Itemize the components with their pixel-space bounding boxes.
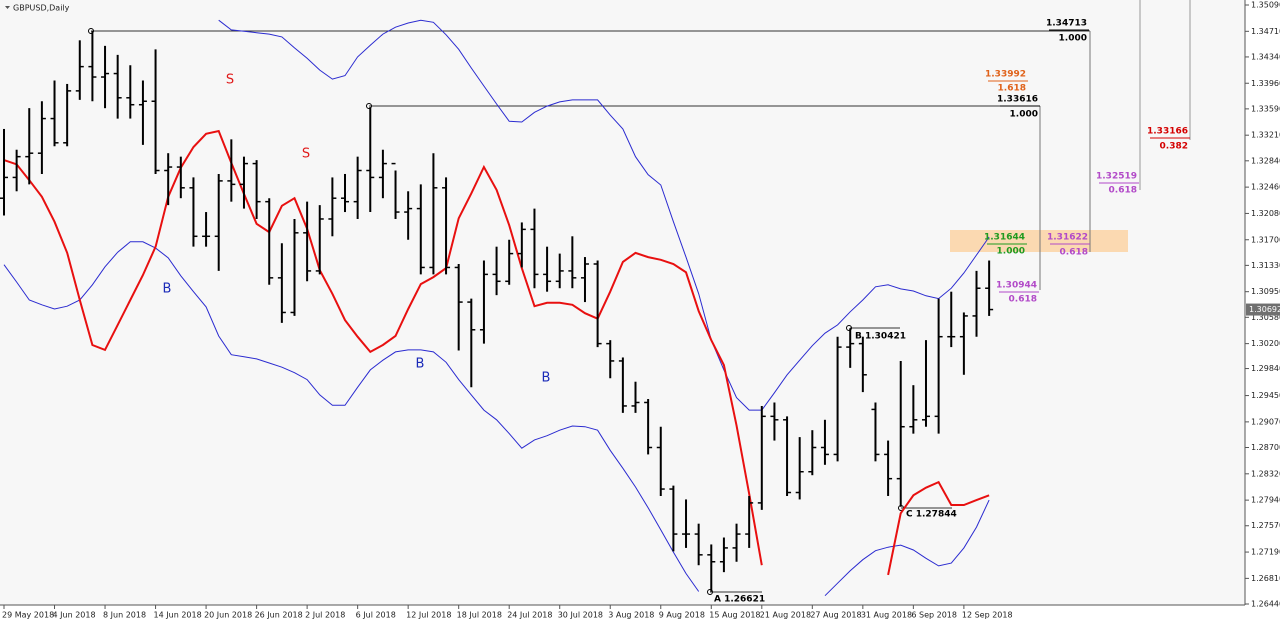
y-tick-label: 1.30200 [1251,339,1280,348]
fib-label: 1.000 [997,247,1025,257]
fib-label: 0.618 [1060,248,1088,258]
plot [0,19,994,597]
x-tick-label: 21 Aug 2018 [760,611,811,620]
x-tick-label: 31 Aug 2018 [861,611,912,620]
y-tick-label: 1.29840 [1251,364,1280,373]
x-tick-label: 12 Jul 2018 [406,611,451,620]
fib-lines [91,0,1191,593]
fib-label: 1.618 [998,84,1026,94]
y-tick-label: 1.31330 [1251,261,1280,270]
fib-label: C 1.27844 [906,510,957,520]
last-price-label: 1.30692 [1249,305,1280,314]
y-tick-label: 1.27940 [1251,496,1280,505]
y-tick-label: 1.29450 [1251,391,1280,400]
x-tick-label: 6 Jul 2018 [356,611,396,620]
fib-label: 1.33616 [997,95,1038,105]
fib-label: 1.31644 [984,233,1025,243]
indicator-line [218,19,990,411]
last-price-box [1246,303,1280,316]
x-tick-label: 6 Sep 2018 [911,611,957,620]
fib-label: 1.000 [1059,34,1087,44]
fib-label: 0.382 [1160,142,1188,152]
x-tick-label: 2 Jul 2018 [305,611,345,620]
y-tick-label: 1.29070 [1251,417,1280,426]
swing-point [366,103,372,109]
fib-zone [950,230,1128,252]
indicator-line [824,499,990,597]
fib-label: B 1.30421 [855,332,906,342]
y-tick-label: 1.34340 [1251,52,1280,61]
fib-label: 1.34713 [1046,19,1087,29]
fib-label: 1.31622 [1047,233,1088,243]
fib-label: 1.32519 [1096,172,1137,182]
y-tick-label: 1.34710 [1251,27,1280,36]
x-tick-label: 9 Aug 2018 [659,611,705,620]
fib-label: 1.000 [1010,110,1038,120]
x-tick-label: 15 Aug 2018 [709,611,760,620]
signal-label: B [416,357,425,372]
x-tick-label: 29 May 2018 [2,611,54,620]
plot-area [0,0,1245,605]
x-tick-label: 27 Aug 2018 [810,611,861,620]
fib-label: 0.618 [1109,186,1137,196]
y-tick-label: 1.26440 [1251,600,1280,609]
y-tick-label: 1.35090 [1251,1,1280,10]
x-tick-label: 8 Jun 2018 [103,611,146,620]
y-tick-label: 1.28700 [1251,443,1280,452]
y-tick-label: 1.30950 [1251,287,1280,296]
fib-label: 1.33166 [1147,127,1188,137]
y-tick-label: 1.33210 [1251,131,1280,140]
chart-title: GBPUSD,Daily [13,4,70,13]
x-tick-label: 18 Jul 2018 [457,611,502,620]
y-tick-label: 1.32080 [1251,209,1280,218]
swing-point [846,325,852,331]
indicator-line [3,129,763,566]
swing-point [707,589,713,595]
signal-label: S [226,73,234,88]
signal-label: S [302,147,310,162]
x-tick-label: 24 Jul 2018 [507,611,552,620]
x-tick-label: 14 Jun 2018 [154,611,202,620]
fib-label: 1.30944 [996,281,1037,291]
y-tick-label: 1.27190 [1251,548,1280,557]
y-tick-label: 1.33590 [1251,104,1280,113]
fib-label: 0.618 [1009,295,1037,305]
x-tick-label: 4 Jun 2018 [53,611,96,620]
fib-label: 1.33992 [985,70,1026,80]
signal-label: B [163,282,172,297]
fib-label: A 1.26621 [714,595,765,605]
title-icon [5,6,10,9]
indicator-line [887,480,990,576]
y-tick-label: 1.28320 [1251,469,1280,478]
x-tick-label: 12 Sep 2018 [962,611,1013,620]
signal-label: B [542,371,551,386]
y-tick-label: 1.32840 [1251,156,1280,165]
swing-point [88,28,94,34]
y-tick-label: 1.33960 [1251,79,1280,88]
indicator-line [3,241,700,592]
x-tick-label: 30 Jul 2018 [558,611,603,620]
x-tick-label: 3 Aug 2018 [608,611,654,620]
y-tick-label: 1.30580 [1251,313,1280,322]
x-tick-label: 26 Jun 2018 [255,611,303,620]
y-tick-label: 1.32460 [1251,183,1280,192]
y-tick-label: 1.31700 [1251,235,1280,244]
y-tick-label: 1.27570 [1251,521,1280,530]
x-tick-label: 20 Jun 2018 [204,611,252,620]
y-tick-label: 1.26810 [1251,574,1280,583]
